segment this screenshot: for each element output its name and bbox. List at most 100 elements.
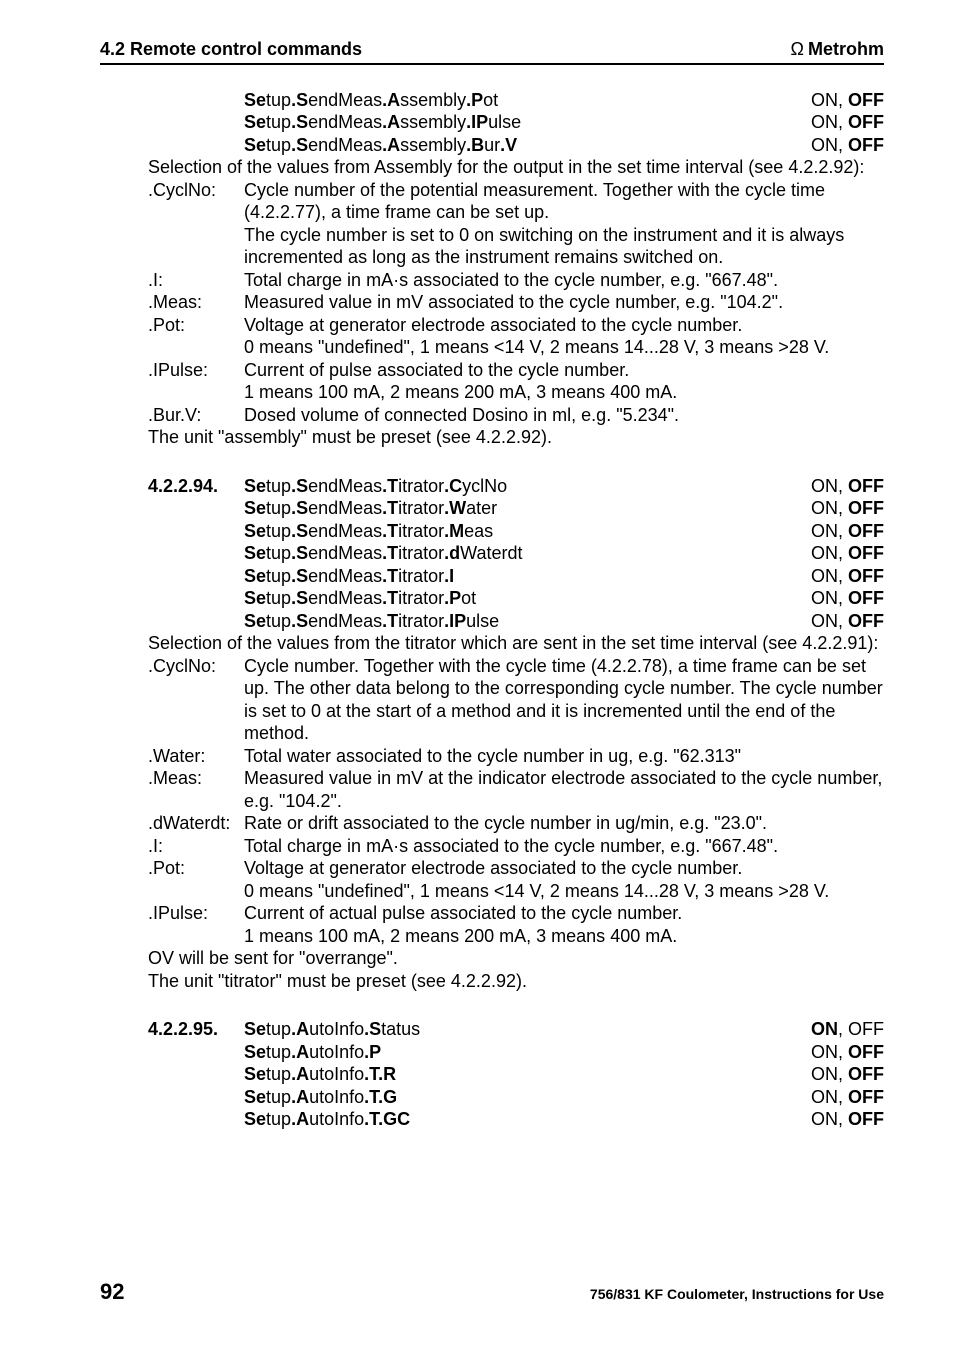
kv-key: .IPulse: [148, 902, 244, 947]
block-assembly: Setup.SendMeas.Assembly.Pot ON, OFF Setu… [244, 89, 884, 449]
block-titrator: 4.2.2.94. Setup.SendMeas.Titrator.CyclNo… [244, 475, 884, 993]
cmd-row: Setup.SendMeas.Assembly.IPulse ON, OFF [244, 111, 884, 134]
kv-row: .I:Total charge in mA·s associated to th… [148, 835, 884, 858]
kv-row: .I:Total charge in mA·s associated to th… [148, 269, 884, 292]
brand-name: Metrohm [808, 38, 884, 61]
section-number: 4.2.2.95. [148, 1018, 244, 1041]
kv-row: .Bur.V:Dosed volume of connected Dosino … [148, 404, 884, 427]
cmd-value: ON, OFF [791, 134, 884, 157]
cmd-value: ON, OFF [791, 542, 884, 565]
page-header: 4.2 Remote control commands Ω Metrohm [100, 38, 884, 65]
kv-key: .CyclNo: [148, 179, 244, 269]
cmd-value: ON, OFF [791, 497, 884, 520]
cmd-row: Setup.AutoInfo.T.RON, OFF [244, 1063, 884, 1086]
kv-row: .Meas:Measured value in mV associated to… [148, 291, 884, 314]
kv-value: Total charge in mA·s associated to the c… [244, 835, 884, 858]
kv-key: .IPulse: [148, 359, 244, 404]
cmd-row: Setup.SendMeas.Titrator.IPulseON, OFF [244, 610, 884, 633]
block2-tail2: The unit "titrator" must be preset (see … [148, 970, 884, 993]
kv-value: Cycle number of the potential measuremen… [244, 179, 884, 269]
kv-row: .CyclNo:Cycle number. Together with the … [148, 655, 884, 745]
kv-row: .dWaterdt:Rate or drift associated to th… [148, 812, 884, 835]
page-content: Setup.SendMeas.Assembly.Pot ON, OFF Setu… [100, 89, 884, 1131]
cmd-label: Setup.SendMeas.Titrator.dWaterdt [244, 542, 791, 565]
kv-key: .Bur.V: [148, 404, 244, 427]
kv-value: Total charge in mA·s associated to the c… [244, 269, 884, 292]
kv-key: .Meas: [148, 767, 244, 812]
cmd-label: Setup.AutoInfo.T.GC [244, 1108, 791, 1131]
cmd-value: ON, OFF [791, 1108, 884, 1131]
cmd-label: Setup.AutoInfo.Status [244, 1018, 791, 1041]
cmd-label: Setup.SendMeas.Titrator.I [244, 565, 791, 588]
block2-para: Selection of the values from the titrato… [148, 632, 884, 655]
kv-row: .Pot:Voltage at generator electrode asso… [148, 314, 884, 359]
block-autoinfo: 4.2.2.95. Setup.AutoInfo.Status ON, OFF … [244, 1018, 884, 1131]
cmd-label: Setup.AutoInfo.T.G [244, 1086, 791, 1109]
cmd-value: ON, OFF [791, 1063, 884, 1086]
kv-value: Measured value in mV associated to the c… [244, 291, 884, 314]
cmd-row: Setup.SendMeas.Titrator.PotON, OFF [244, 587, 884, 610]
cmd-label: Setup.SendMeas.Assembly.Bur.V [244, 134, 791, 157]
kv-key: .CyclNo: [148, 655, 244, 745]
kv-row: .Meas:Measured value in mV at the indica… [148, 767, 884, 812]
cmd-row: Setup.SendMeas.Titrator.MeasON, OFF [244, 520, 884, 543]
brand-omega-icon: Ω [791, 38, 804, 61]
kv-key: .dWaterdt: [148, 812, 244, 835]
kv-row: .Water:Total water associated to the cyc… [148, 745, 884, 768]
cmd-row: Setup.SendMeas.Titrator.ION, OFF [244, 565, 884, 588]
kv-key: .Pot: [148, 314, 244, 359]
block2-kv-list: .CyclNo:Cycle number. Together with the … [244, 655, 884, 948]
cmd-value: ON, OFF [791, 89, 884, 112]
kv-row: .IPulse:Current of actual pulse associat… [148, 902, 884, 947]
cmd-row: Setup.AutoInfo.T.GCON, OFF [244, 1108, 884, 1131]
cmd-label: Setup.SendMeas.Titrator.Meas [244, 520, 791, 543]
page-number: 92 [100, 1278, 124, 1306]
brand-logo: Ω Metrohm [791, 38, 884, 61]
block1-kv-list: .CyclNo:Cycle number of the potential me… [244, 179, 884, 427]
cmd-label: Setup.SendMeas.Titrator.Pot [244, 587, 791, 610]
cmd-label: Setup.SendMeas.Titrator.IPulse [244, 610, 791, 633]
kv-row: .Pot:Voltage at generator electrode asso… [148, 857, 884, 902]
kv-value: Dosed volume of connected Dosino in ml, … [244, 404, 884, 427]
cmd-label: Setup.AutoInfo.P [244, 1041, 791, 1064]
cmd-value: ON, OFF [791, 565, 884, 588]
cmd-row: Setup.SendMeas.Assembly.Bur.V ON, OFF [244, 134, 884, 157]
section-number: 4.2.2.94. [148, 475, 244, 498]
block2-tail1: OV will be sent for "overrange". [148, 947, 884, 970]
kv-value: Measured value in mV at the indicator el… [244, 767, 884, 812]
kv-value: Voltage at generator electrode associate… [244, 314, 884, 359]
cmd-value: ON, OFF [791, 610, 884, 633]
cmd-label: Setup.SendMeas.Assembly.IPulse [244, 111, 791, 134]
kv-value: Current of actual pulse associated to th… [244, 902, 884, 947]
kv-value: Rate or drift associated to the cycle nu… [244, 812, 884, 835]
kv-key: .Water: [148, 745, 244, 768]
cmd-row: Setup.SendMeas.Titrator.WaterON, OFF [244, 497, 884, 520]
kv-key: .Meas: [148, 291, 244, 314]
kv-value: Voltage at generator electrode associate… [244, 857, 884, 902]
footer-doc-title: 756/831 KF Coulometer, Instructions for … [590, 1286, 884, 1304]
block1-para: Selection of the values from Assembly fo… [148, 156, 884, 179]
kv-key: .I: [148, 269, 244, 292]
cmd-value: ON, OFF [791, 1018, 884, 1041]
header-section-title: 4.2 Remote control commands [100, 38, 362, 61]
cmd-label: Setup.SendMeas.Titrator.Water [244, 497, 791, 520]
page: 4.2 Remote control commands Ω Metrohm Se… [0, 0, 954, 1351]
kv-key: .I: [148, 835, 244, 858]
cmd-label: Setup.AutoInfo.T.R [244, 1063, 791, 1086]
kv-value: Cycle number. Together with the cycle ti… [244, 655, 884, 745]
kv-row: .IPulse:Current of pulse associated to t… [148, 359, 884, 404]
cmd-value: ON, OFF [791, 587, 884, 610]
cmd-value: ON, OFF [791, 1041, 884, 1064]
cmd-value: ON, OFF [791, 111, 884, 134]
kv-key: .Pot: [148, 857, 244, 902]
cmd-label: Setup.SendMeas.Titrator.CyclNo [244, 475, 791, 498]
kv-row: .CyclNo:Cycle number of the potential me… [148, 179, 884, 269]
section-row: 4.2.2.94. Setup.SendMeas.Titrator.CyclNo… [148, 475, 884, 498]
kv-value: Current of pulse associated to the cycle… [244, 359, 884, 404]
kv-value: Total water associated to the cycle numb… [244, 745, 884, 768]
cmd-row: Setup.AutoInfo.T.GON, OFF [244, 1086, 884, 1109]
cmd-row: Setup.AutoInfo.PON, OFF [244, 1041, 884, 1064]
cmd-row: Setup.SendMeas.Titrator.dWaterdtON, OFF [244, 542, 884, 565]
section-row: 4.2.2.95. Setup.AutoInfo.Status ON, OFF [148, 1018, 884, 1041]
block1-tail: The unit "assembly" must be preset (see … [148, 426, 884, 449]
